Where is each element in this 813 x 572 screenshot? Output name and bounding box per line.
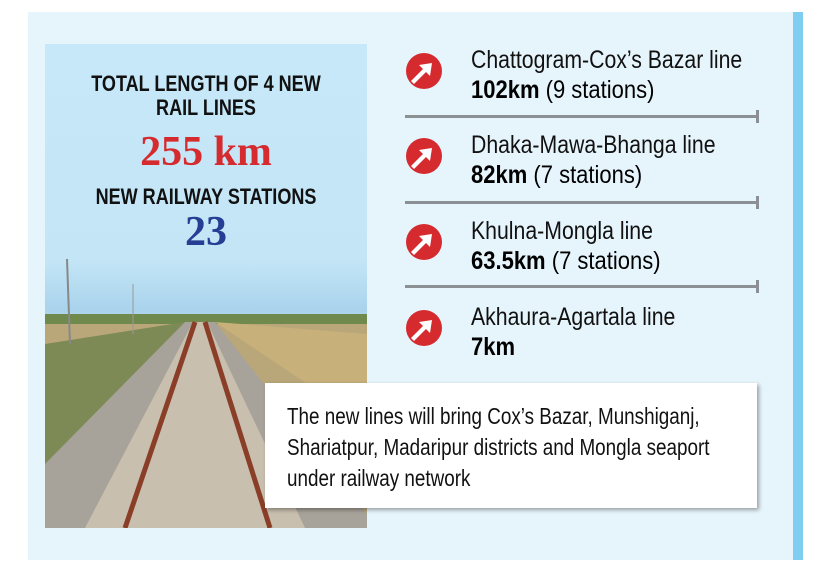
total-length-heading: TOTAL LENGTH OF 4 NEW RAIL LINES [91, 71, 321, 120]
divider [405, 280, 759, 293]
caption-box: The new lines will bring Cox’s Bazar, Mu… [265, 383, 757, 508]
arrow-up-right-circle-icon [406, 138, 442, 174]
caption-text: The new lines will bring Cox’s Bazar, Mu… [287, 403, 710, 491]
line-name: Chattogram-Cox’s Bazar line [471, 46, 743, 74]
line-length: 7km [471, 333, 516, 361]
stations-heading: NEW RAILWAY STATIONS [95, 184, 317, 209]
divider [405, 196, 759, 209]
side-accent-bar [793, 12, 803, 560]
line-name: Dhaka-Mawa-Bhanga line [471, 131, 716, 159]
arrow-up-right-circle-icon [406, 310, 442, 346]
total-length-value: 255 km [140, 129, 272, 175]
line-length: 102km (9 stations) [471, 76, 655, 104]
railway-track-photo [45, 258, 367, 528]
line-name: Khulna-Mongla line [471, 217, 653, 245]
line-length: 63.5km (7 stations) [471, 247, 661, 275]
line-length: 82km (7 stations) [471, 161, 643, 189]
arrow-up-right-circle-icon [406, 53, 442, 89]
railway-photo-panel: TOTAL LENGTH OF 4 NEW RAIL LINES 255 km … [45, 44, 367, 528]
divider [405, 110, 759, 123]
stations-value: 23 [185, 209, 227, 255]
line-name: Akhaura-Agartala line [471, 303, 676, 331]
arrow-up-right-circle-icon [406, 224, 442, 260]
